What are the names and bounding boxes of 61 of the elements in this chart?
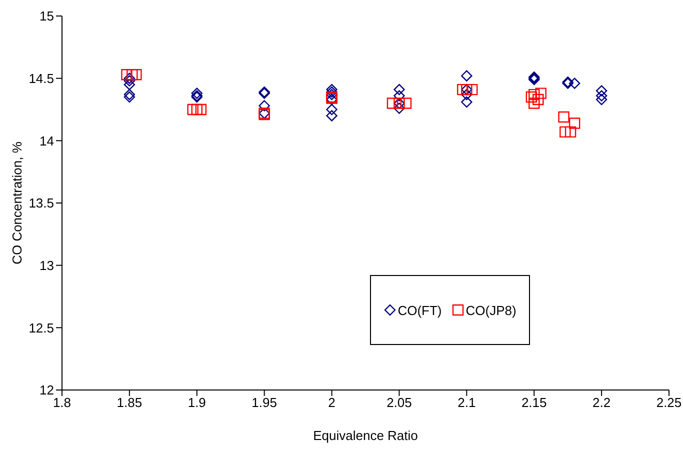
point: [124, 72, 136, 84]
x-tick-label: 2.25: [656, 395, 682, 410]
point: [386, 98, 398, 109]
point: [394, 102, 405, 114]
y-tick-label: 12: [40, 382, 54, 398]
point: [528, 98, 540, 109]
point: [130, 68, 142, 80]
x-tick-label: 2.1: [458, 395, 476, 410]
point: [258, 100, 270, 112]
point: [461, 70, 472, 82]
x-axis-title: Equivalence Ratio: [313, 428, 418, 443]
point: [394, 84, 405, 96]
x-tick-label: 1.95: [252, 395, 277, 410]
y-tick-label: 14.5: [28, 70, 54, 86]
point: [461, 96, 472, 108]
y-tick-label: 13.5: [28, 196, 54, 211]
x-tick-label: 1.8: [52, 395, 72, 410]
legend-label: CO(JP8): [464, 302, 516, 318]
x-tick-label: 2.15: [521, 395, 547, 410]
point: [124, 91, 136, 103]
point: [457, 84, 468, 96]
point: [326, 88, 338, 100]
x-tick-label: 1.9: [188, 395, 206, 410]
point: [124, 78, 136, 90]
point: [326, 84, 338, 96]
point: [195, 104, 207, 116]
point: [535, 88, 546, 99]
point: [400, 98, 412, 109]
point: [124, 88, 136, 100]
point: [326, 104, 338, 116]
point: [564, 126, 576, 138]
y-tick-label: 12.5: [28, 320, 54, 336]
x-tick-label: 2.2: [592, 395, 611, 410]
point: [326, 86, 338, 98]
legend-label: CO(FT): [396, 302, 442, 318]
point: [568, 78, 580, 89]
y-tick-label: 14: [40, 133, 54, 148]
point: [528, 88, 540, 100]
point: [596, 85, 608, 96]
point: [326, 110, 338, 122]
point: [596, 90, 608, 102]
point: [568, 118, 580, 129]
point: [532, 94, 544, 106]
point: [121, 68, 132, 80]
point: [191, 88, 202, 99]
point: [394, 90, 405, 102]
point: [526, 91, 538, 103]
point: [124, 75, 136, 86]
point: [596, 94, 608, 106]
y-axis-title: CO Concentration, %: [10, 141, 25, 264]
point: [466, 84, 478, 96]
point: [191, 104, 202, 116]
x-tick-label: 1.85: [116, 395, 142, 410]
point: [461, 88, 472, 100]
x-tick-label: 2: [328, 395, 336, 410]
point: [560, 126, 571, 138]
x-tick-label: 2.05: [386, 395, 412, 410]
point: [558, 111, 570, 123]
y-tick-label: 13: [40, 258, 54, 273]
point: [187, 104, 198, 116]
y-tick-label: 15: [40, 8, 54, 24]
